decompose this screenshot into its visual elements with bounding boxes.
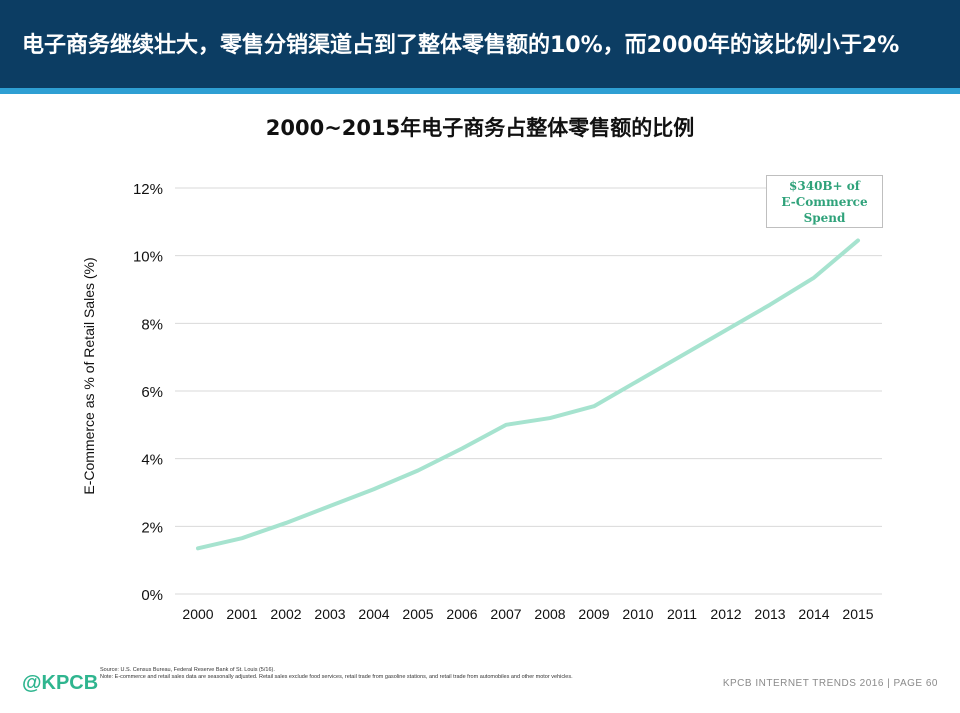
data-point [373, 488, 375, 490]
data-point [285, 522, 287, 524]
data-point [813, 277, 815, 279]
page-footer: KPCB INTERNET TRENDS 2016 | PAGE 60 [722, 678, 938, 689]
x-tick-label: 2007 [490, 606, 521, 622]
x-tick-label: 2002 [270, 606, 301, 622]
data-point [769, 304, 771, 306]
data-point [725, 329, 727, 331]
data-point [637, 380, 639, 382]
x-tick-label: 2000 [182, 606, 213, 622]
source-text: Source: U.S. Census Bureau, Federal Rese… [100, 667, 275, 673]
y-tick-label: 0% [141, 587, 163, 604]
x-tick-label: 2006 [446, 606, 477, 622]
data-point [329, 505, 331, 507]
source-notes: Source: U.S. Census Bureau, Federal Rese… [100, 667, 720, 681]
data-point [241, 537, 243, 539]
y-tick-label: 6% [141, 384, 163, 401]
x-tick-label: 2009 [578, 606, 609, 622]
data-point [857, 239, 859, 241]
x-tick-label: 2008 [534, 606, 565, 622]
y-tick-label: 12% [133, 181, 163, 198]
callout-box: $340B+ of E-Commerce Spend [766, 175, 883, 228]
header-bar [0, 0, 960, 88]
x-tick-label: 2011 [667, 606, 697, 622]
y-tick-label: 4% [141, 452, 163, 469]
note-text: Note: E-commerce and retail sales data a… [100, 674, 573, 680]
kpcb-logo: @KPCB [22, 672, 99, 694]
data-point [549, 417, 551, 419]
callout-line-2: E-Commerce [781, 194, 868, 209]
data-point [681, 354, 683, 356]
data-point [593, 405, 595, 407]
x-tick-label: 2010 [622, 606, 653, 622]
x-tick-label: 2005 [402, 606, 433, 622]
y-tick-label: 10% [133, 249, 163, 266]
x-tick-label: 2013 [754, 606, 785, 622]
x-tick-label: 2014 [798, 606, 829, 622]
series-line [196, 238, 860, 551]
y-axis-label: E-Commerce as % of Retail Sales (%) [81, 257, 97, 494]
slide-title: 电子商务继续壮大，零售分销渠道占到了整体零售额的10%，而2000年的该比例小于… [22, 33, 900, 58]
y-tick-label: 8% [141, 316, 163, 333]
callout-line-3: Spend [803, 210, 846, 225]
data-point [505, 424, 507, 426]
data-point [461, 448, 463, 450]
x-tick-label: 2015 [842, 606, 873, 622]
y-tick-label: 2% [141, 519, 163, 536]
x-tick-label: 2003 [314, 606, 345, 622]
data-point [197, 547, 199, 549]
x-tick-label: 2001 [226, 606, 257, 622]
data-point [417, 470, 419, 472]
callout-line-1: $340B+ of [789, 178, 860, 193]
x-tick-label: 2004 [358, 606, 389, 622]
x-tick-label: 2012 [710, 606, 741, 622]
header-accent-stripe [0, 88, 960, 94]
chart-title: 2000~2015年电子商务占整体零售额的比例 [265, 116, 695, 140]
